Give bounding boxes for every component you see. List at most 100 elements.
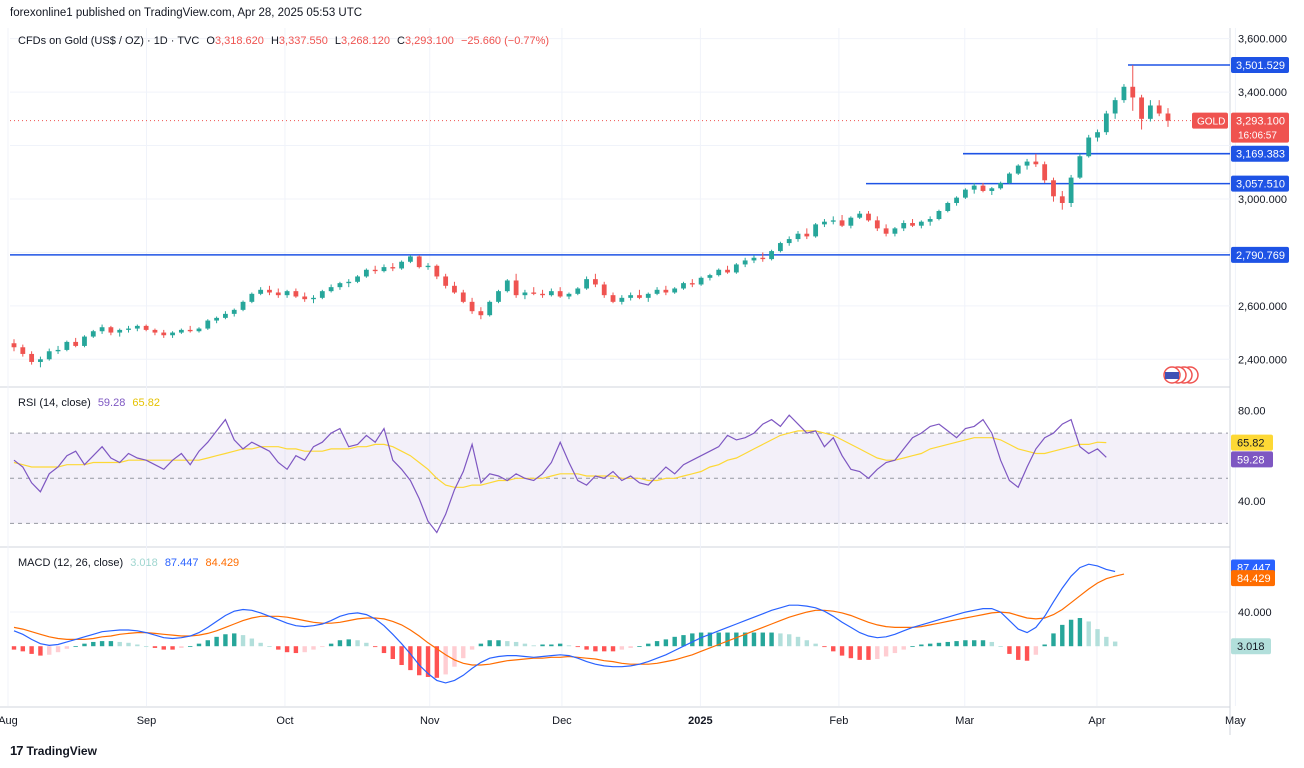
- time-tick-2025: 2025: [688, 715, 712, 727]
- macd-hist-bar: [108, 641, 114, 647]
- rsi-name[interactable]: RSI (14, close): [18, 397, 91, 409]
- symbol-label[interactable]: CFDs on Gold (US$ / OZ) · 1D · TVC: [18, 35, 200, 47]
- candle-body: [760, 257, 766, 260]
- candle-body: [822, 221, 827, 225]
- candle-body: [196, 328, 202, 332]
- macd-hist-bar: [857, 646, 862, 660]
- macd-hist-bar: [1016, 646, 1021, 660]
- macd-hist-bar: [954, 641, 959, 647]
- rsi-ma-tag: [1231, 434, 1273, 451]
- macd-hist-bar: [725, 632, 730, 647]
- macd-hist-bar: [919, 644, 924, 647]
- macd-hist-bar: [866, 646, 871, 660]
- candle-body: [1112, 100, 1118, 114]
- candle-body: [46, 351, 52, 360]
- macd-hist-bar: [513, 641, 519, 647]
- rsi-tag-label: 59.28: [1237, 454, 1265, 466]
- candle-body: [866, 213, 871, 221]
- macd-hist-bar: [628, 646, 633, 648]
- macd-hist-bar: [355, 640, 360, 647]
- macd-hist-bar: [646, 643, 651, 647]
- price-tick-label: 2,400.000: [1238, 354, 1287, 366]
- macd-hist-bar: [637, 646, 642, 648]
- candle-body: [989, 188, 995, 191]
- macd-hist-bar: [399, 646, 404, 666]
- candle-body: [1095, 132, 1100, 138]
- candle-body: [971, 185, 977, 190]
- candle-body: [830, 220, 836, 222]
- candle-body: [64, 341, 70, 350]
- candle-body: [416, 256, 422, 268]
- rsi-ma-value: 65.82: [132, 397, 160, 409]
- macd-hist-bar: [170, 646, 175, 650]
- macd-hist-bar: [390, 646, 395, 660]
- candle-body: [143, 325, 149, 330]
- macd-hist-bar: [187, 646, 193, 648]
- candle-body: [593, 279, 598, 285]
- candle-body: [980, 185, 986, 191]
- candle-body: [645, 293, 651, 298]
- macd-hist-bar: [1060, 624, 1065, 647]
- macd-hist-bar: [276, 646, 281, 650]
- candle-body: [55, 349, 61, 352]
- macd-hist-bar: [161, 646, 166, 650]
- macd-hist-bar: [795, 636, 801, 647]
- candle-body: [619, 297, 625, 302]
- macd-hist-bar: [875, 646, 880, 660]
- candle-body: [284, 291, 290, 296]
- candle-body: [152, 329, 158, 333]
- macd-name[interactable]: MACD (12, 26, close): [18, 557, 124, 569]
- close-value: 3,293.100: [404, 35, 454, 47]
- tradingview-footer[interactable]: 17 TradingView: [10, 743, 97, 758]
- macd-hist-bar: [1007, 646, 1012, 654]
- candle-body: [839, 220, 845, 226]
- low-value: 3,268.120: [341, 35, 390, 47]
- macd-legend: MACD (12, 26, close) 3.018 87.447 84.429: [18, 557, 243, 569]
- macd-hist-bar: [372, 646, 378, 648]
- macd-hist-bar: [619, 646, 625, 650]
- rsi-tag: [1231, 451, 1273, 468]
- macd-hist-bar: [892, 646, 898, 654]
- level-tag-label: 3,057.510: [1236, 179, 1285, 191]
- candle-body: [1015, 165, 1021, 174]
- macd-hist-bar: [408, 646, 413, 671]
- macd-hist-bar: [831, 646, 836, 652]
- macd-hist-bar: [690, 633, 695, 647]
- candle-body: [672, 288, 678, 293]
- candle-body: [302, 296, 308, 300]
- rsi-legend: RSI (14, close) 59.28 65.82: [18, 397, 164, 409]
- level-tag-label: 3,169.383: [1236, 149, 1285, 161]
- candle-body: [1139, 97, 1144, 119]
- macd-hist-bar: [602, 646, 607, 652]
- candle-body: [1103, 113, 1109, 133]
- macd-hist-bar: [804, 640, 810, 647]
- price-tick-label: 3,600.000: [1238, 34, 1287, 46]
- candle-body: [478, 311, 484, 316]
- macd-hist-bar: [663, 639, 669, 647]
- rsi-tick-label: 40.00: [1238, 496, 1266, 508]
- candle-body: [557, 291, 563, 297]
- candle-body: [522, 292, 528, 296]
- macd-hist-bar: [205, 640, 211, 647]
- candle-body: [1051, 180, 1056, 197]
- level-tag-label: 2,790.769: [1236, 250, 1285, 262]
- macd-hist-bar: [381, 646, 387, 654]
- macd-hist-bar: [1077, 618, 1083, 647]
- macd-hist-bar: [64, 646, 70, 649]
- level-tag: [1231, 56, 1289, 73]
- macd-hist-bar: [716, 632, 721, 647]
- events-flag-icon: [1163, 366, 1199, 384]
- candle-body: [214, 317, 220, 321]
- candle-body: [751, 257, 757, 261]
- candle-body: [954, 197, 959, 203]
- candle-body: [1086, 137, 1092, 157]
- macd-line: [13, 563, 1116, 684]
- macd-hist-bar: [742, 632, 748, 647]
- candle-body: [1024, 161, 1030, 166]
- macd-hist-bar: [1042, 644, 1047, 647]
- candle-body: [1077, 156, 1083, 178]
- macd-hist-bar: [302, 646, 307, 653]
- macd-hist-bar: [1024, 646, 1030, 661]
- candle-body: [99, 327, 105, 332]
